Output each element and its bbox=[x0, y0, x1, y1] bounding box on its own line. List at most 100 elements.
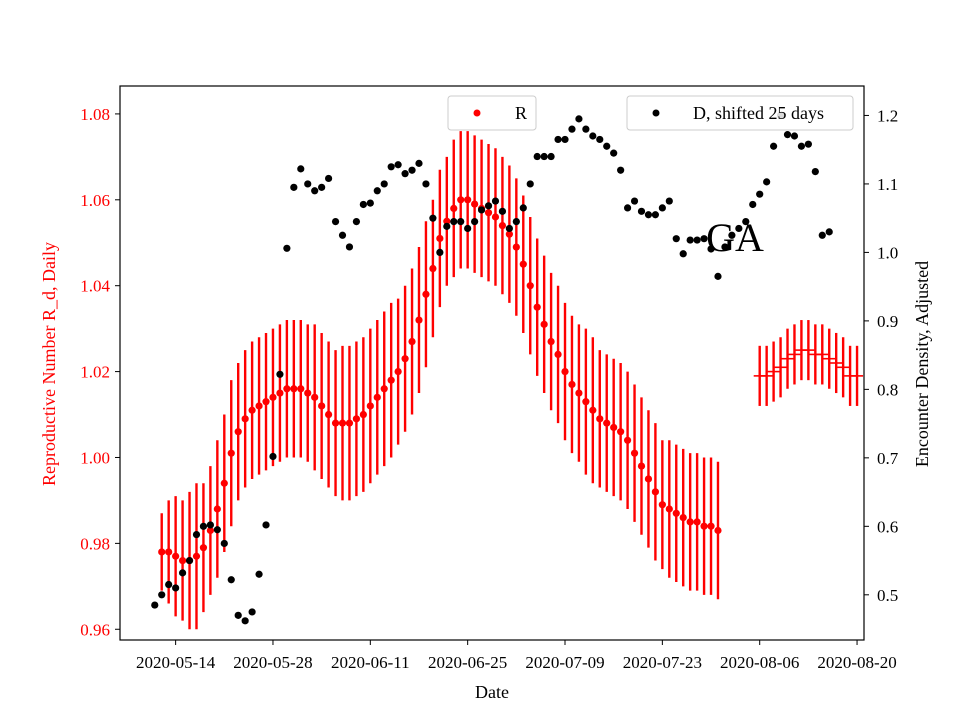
legend-r: R bbox=[447, 95, 537, 131]
d-point bbox=[686, 236, 694, 244]
d-point bbox=[450, 217, 458, 226]
y-axis-left: 0.96 0.98 1.00 1.02 1.04 1.06 1.08 bbox=[80, 105, 120, 639]
d-point bbox=[366, 199, 374, 207]
r-point bbox=[429, 264, 437, 273]
d-point bbox=[471, 217, 479, 226]
d-point bbox=[825, 228, 833, 236]
y-right-tick-label: 1.2 bbox=[877, 106, 898, 125]
r-point bbox=[387, 376, 395, 384]
d-point bbox=[192, 530, 201, 539]
r-point bbox=[408, 337, 416, 346]
r-point bbox=[505, 230, 513, 238]
d-point bbox=[658, 204, 666, 212]
y-left-tick-label: 0.98 bbox=[80, 534, 110, 553]
x-tick-label: 2020-05-14 bbox=[136, 653, 216, 672]
r-point bbox=[658, 501, 666, 509]
d-point bbox=[707, 245, 715, 253]
d-point bbox=[457, 217, 465, 226]
r-point bbox=[665, 505, 673, 513]
r-point bbox=[526, 282, 534, 290]
d-point bbox=[519, 204, 527, 212]
r-point bbox=[436, 234, 444, 243]
d-point bbox=[324, 174, 333, 183]
d-point bbox=[422, 180, 430, 188]
x-tick-label: 2020-06-25 bbox=[428, 653, 507, 672]
r-point bbox=[596, 415, 604, 423]
d-point bbox=[749, 200, 757, 209]
r-point bbox=[158, 548, 166, 556]
y-right-tick-label: 1.0 bbox=[877, 243, 898, 262]
r-point bbox=[498, 221, 507, 230]
legend-r-box bbox=[447, 95, 537, 131]
d-point bbox=[401, 170, 409, 178]
r-point bbox=[269, 393, 277, 401]
r-point bbox=[422, 290, 430, 298]
r-point bbox=[165, 548, 173, 556]
d-point bbox=[165, 580, 173, 589]
d-point bbox=[554, 135, 562, 144]
r-point bbox=[213, 505, 221, 513]
r-series-group bbox=[158, 196, 864, 565]
d-point bbox=[665, 197, 673, 205]
d-point bbox=[540, 152, 548, 161]
r-point bbox=[234, 428, 242, 436]
d-point bbox=[484, 202, 493, 210]
d-point bbox=[651, 211, 660, 219]
d-point bbox=[262, 521, 270, 529]
d-point bbox=[394, 161, 402, 169]
y-left-tick-label: 1.02 bbox=[80, 363, 110, 382]
plot-frame bbox=[119, 85, 865, 641]
r-point bbox=[450, 204, 458, 212]
r-point bbox=[617, 428, 625, 436]
x-tick-label: 2020-07-09 bbox=[525, 653, 604, 672]
d-point bbox=[582, 125, 590, 133]
r-point bbox=[415, 316, 423, 324]
r-point bbox=[491, 213, 500, 221]
d-point bbox=[498, 207, 507, 215]
d-point bbox=[380, 180, 388, 188]
d-point bbox=[763, 178, 771, 186]
r-point bbox=[172, 552, 180, 560]
d-point bbox=[505, 224, 513, 233]
r-point bbox=[644, 475, 653, 483]
y-right-tick-label: 0.9 bbox=[877, 312, 898, 331]
d-point bbox=[672, 235, 680, 243]
r-point bbox=[318, 402, 326, 410]
r-point bbox=[589, 406, 597, 414]
d-point bbox=[429, 214, 437, 222]
d-point bbox=[603, 142, 611, 150]
y-axis-left-label: Reproductive Number R_d, Daily bbox=[39, 242, 59, 486]
r-point bbox=[603, 419, 611, 427]
y-left-tick-label: 1.08 bbox=[80, 105, 110, 124]
y-right-tick-label: 0.7 bbox=[877, 449, 899, 468]
d-point bbox=[172, 584, 180, 592]
d-point bbox=[331, 217, 340, 226]
r-point bbox=[220, 479, 228, 487]
d-point bbox=[415, 159, 423, 167]
d-point bbox=[158, 591, 166, 599]
d-point bbox=[610, 149, 618, 157]
r-point bbox=[297, 385, 305, 393]
d-point bbox=[547, 152, 555, 161]
d-point bbox=[596, 135, 604, 144]
d-point bbox=[742, 217, 750, 226]
d-point bbox=[693, 236, 701, 244]
r-point bbox=[324, 410, 333, 419]
r-point bbox=[178, 556, 187, 565]
d-point bbox=[623, 204, 632, 212]
r-point bbox=[630, 449, 639, 457]
r-point bbox=[707, 522, 715, 530]
d-point bbox=[359, 200, 367, 209]
r-point bbox=[561, 367, 569, 376]
d-point bbox=[220, 539, 228, 548]
r-point bbox=[637, 462, 646, 470]
d-point bbox=[797, 142, 806, 150]
r-point bbox=[651, 488, 660, 496]
d-point bbox=[199, 522, 208, 530]
d-point bbox=[248, 608, 256, 616]
d-point bbox=[241, 617, 249, 625]
r-point bbox=[693, 518, 701, 526]
x-tick-label: 2020-05-28 bbox=[233, 653, 312, 672]
d-point bbox=[790, 132, 799, 140]
d-point bbox=[227, 576, 235, 584]
